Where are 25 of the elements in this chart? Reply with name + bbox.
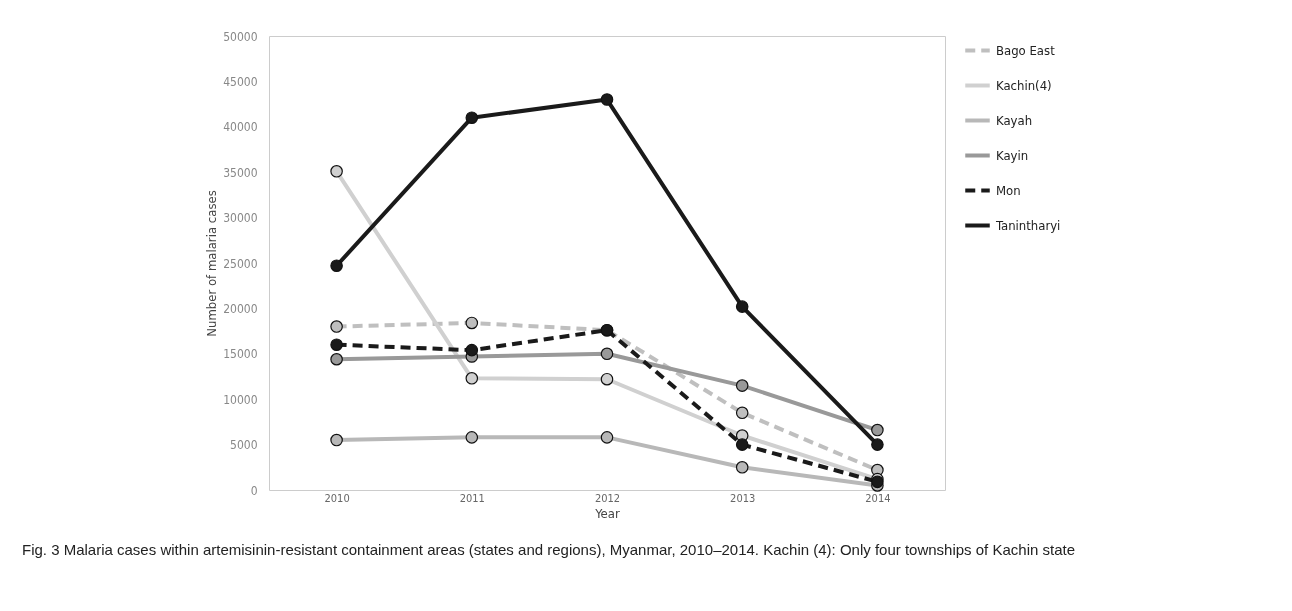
x-axis-title: Year bbox=[594, 505, 620, 521]
x-tick-label: 2014 bbox=[865, 491, 891, 505]
legend-label: Kayah bbox=[996, 112, 1033, 128]
legend-label: Kachin(4) bbox=[996, 77, 1052, 93]
x-tick-label: 2010 bbox=[324, 491, 350, 505]
x-tick-label: 2013 bbox=[730, 491, 756, 505]
y-tick-label: 30000 bbox=[223, 211, 258, 226]
caption: Fig. 3 Malaria cases within artemisinin-resistant containment areas (states and regions), Myanmar, 2010–2014. Kachin (4): Only four townships of Kachin state bbox=[22, 540, 1076, 560]
y-axis-title: Number of malaria cases bbox=[204, 190, 220, 337]
y-tick-label: 0 bbox=[250, 483, 258, 498]
y-tick-label: 10000 bbox=[223, 392, 258, 407]
x-tick-label: 2012 bbox=[594, 491, 621, 505]
y-tick-label: 50000 bbox=[223, 29, 258, 44]
x-tick-label: 2011 bbox=[459, 491, 485, 505]
legend-label: Tanintharyi bbox=[995, 217, 1061, 233]
y-tick-label: 45000 bbox=[223, 74, 258, 89]
legend-label: Kayin bbox=[996, 147, 1029, 163]
y-tick-label: 35000 bbox=[223, 165, 258, 180]
y-tick-label: 25000 bbox=[223, 256, 258, 271]
y-tick-label: 15000 bbox=[223, 347, 258, 362]
y-tick-label: 40000 bbox=[223, 120, 258, 135]
legend-label: Mon bbox=[996, 182, 1021, 198]
y-tick-label: 5000 bbox=[230, 438, 258, 453]
y-tick-label: 20000 bbox=[223, 301, 258, 316]
legend-label: Bago East bbox=[996, 42, 1056, 58]
